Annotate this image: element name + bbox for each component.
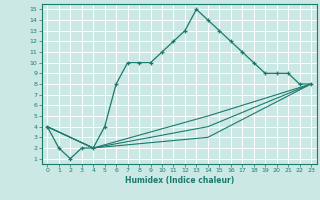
X-axis label: Humidex (Indice chaleur): Humidex (Indice chaleur) [124, 176, 234, 185]
